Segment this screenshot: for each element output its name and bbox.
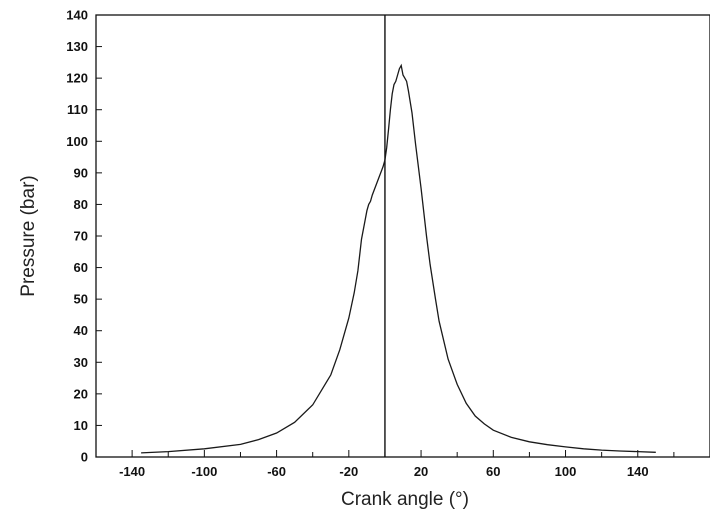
y-tick-label: 60 — [74, 260, 88, 275]
y-tick-label: 120 — [66, 71, 88, 86]
data-point — [399, 68, 400, 69]
x-tick-label: 60 — [486, 464, 500, 479]
data-point — [439, 321, 440, 322]
data-point — [168, 451, 169, 452]
y-tick-label: 100 — [66, 134, 88, 149]
data-point — [312, 404, 313, 405]
data-point — [395, 81, 396, 82]
data-point — [357, 270, 358, 271]
data-point — [408, 90, 409, 91]
data-point — [529, 441, 530, 442]
data-point — [420, 188, 421, 189]
data-point — [393, 84, 394, 85]
data-point — [547, 444, 548, 445]
data-point — [368, 204, 369, 205]
data-point — [475, 415, 476, 416]
data-point — [294, 422, 295, 423]
data-point — [384, 160, 385, 161]
data-point — [397, 74, 398, 75]
pressure-curve — [141, 63, 656, 454]
y-tick-label: 20 — [74, 386, 88, 401]
data-point — [429, 264, 430, 265]
data-point — [348, 317, 349, 318]
data-point — [386, 147, 387, 148]
data-point — [655, 452, 656, 453]
y-tick-label: 70 — [74, 229, 88, 244]
data-point — [330, 374, 331, 375]
data-point — [204, 448, 205, 449]
data-point — [379, 175, 380, 176]
data-point — [364, 220, 365, 221]
x-tick-label: -140 — [119, 464, 145, 479]
y-tick-label: 140 — [66, 8, 88, 23]
data-point — [466, 403, 467, 404]
data-point — [383, 166, 384, 167]
data-point — [426, 235, 427, 236]
data-point — [392, 93, 393, 94]
y-axis-title: Pressure (bar) — [18, 175, 39, 296]
data-point — [339, 349, 340, 350]
y-tick-label: 130 — [66, 39, 88, 54]
y-tick-label: 10 — [74, 418, 88, 433]
data-point — [361, 239, 362, 240]
data-point — [415, 144, 416, 145]
data-point — [601, 449, 602, 450]
x-tick-label: 20 — [414, 464, 428, 479]
data-point — [354, 292, 355, 293]
x-tick-label: -20 — [339, 464, 358, 479]
data-point — [457, 384, 458, 385]
y-tick-label: 90 — [74, 165, 88, 180]
x-tick-label: -60 — [267, 464, 286, 479]
data-point — [406, 81, 407, 82]
data-point — [435, 299, 436, 300]
data-point — [370, 201, 371, 202]
y-tick-label: 30 — [74, 355, 88, 370]
x-tick-label: -100 — [191, 464, 217, 479]
data-point — [583, 448, 584, 449]
y-tick-label: 80 — [74, 197, 88, 212]
data-point — [375, 185, 376, 186]
data-point — [141, 452, 142, 453]
x-tick-label: 100 — [555, 464, 577, 479]
y-tick-label: 50 — [74, 292, 88, 307]
data-point — [448, 359, 449, 360]
data-points — [141, 65, 657, 454]
data-point — [511, 437, 512, 438]
data-point — [258, 439, 259, 440]
data-point — [372, 194, 373, 195]
y-tick-label: 0 — [81, 450, 88, 465]
x-axis-title: Crank angle (°) — [341, 489, 469, 510]
data-point — [404, 78, 405, 79]
data-point — [411, 112, 412, 113]
plot-frame — [95, 14, 710, 458]
data-point — [401, 65, 402, 66]
data-point — [276, 432, 277, 433]
data-point — [619, 450, 620, 451]
data-point — [388, 128, 389, 129]
x-tick-label: 140 — [627, 464, 649, 479]
data-point — [637, 451, 638, 452]
data-point — [390, 109, 391, 110]
data-point — [493, 430, 494, 431]
y-tick-label: 40 — [74, 323, 88, 338]
data-point — [484, 423, 485, 424]
data-point — [565, 446, 566, 447]
data-point — [402, 74, 403, 75]
y-tick-label: 110 — [67, 102, 88, 117]
y-axis-ticks: 0 10 20 30 40 50 60 70 80 90 100 110 120 130 140 — [66, 8, 102, 465]
data-point — [366, 210, 367, 211]
data-point — [240, 444, 241, 445]
x-axis-ticks: -140 -100 -60 -20 20 60 100 140 — [95, 450, 710, 479]
